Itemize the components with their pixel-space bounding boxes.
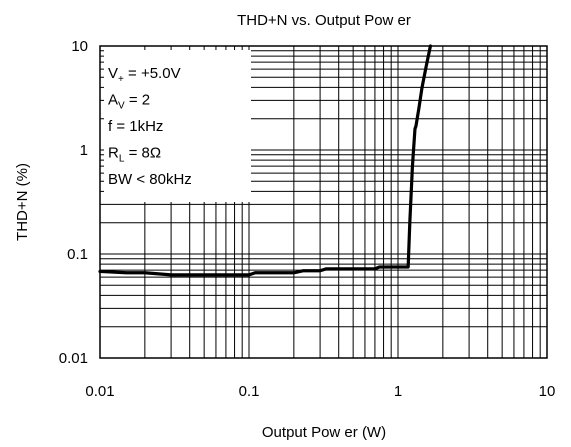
annotation-text: V+ = +5.0V AV = 2 f = 1kHz RL = 8Ω BW < 80kH… (108, 65, 192, 188)
y-tick-label: 0.1 (67, 246, 88, 263)
y-tick-labels: 0.01 0.1 1 10 (59, 38, 88, 367)
chart-title: THD+N vs. Output Pow er (237, 12, 411, 29)
y-axis-label: THD+N (%) (14, 163, 31, 241)
x-tick-labels: 0.01 0.1 1 10 (85, 383, 555, 400)
x-tick-label: 0.01 (85, 383, 114, 400)
series-line (98, 44, 433, 277)
x-tick-label: 0.1 (239, 383, 260, 400)
annotation-line: V+ = +5.0V (108, 65, 181, 85)
series-layer (98, 44, 433, 277)
x-tick-label: 10 (539, 383, 556, 400)
plot-frame (99, 45, 548, 359)
y-tick-label: 1 (80, 142, 88, 159)
annotation-line: f = 1kHz (108, 118, 163, 135)
annotation-line: BW < 80kHz (108, 171, 192, 188)
x-tick-label: 1 (394, 383, 402, 400)
y-tick-label: 0.01 (59, 350, 88, 367)
annotation-line: RL = 8Ω (108, 145, 161, 165)
annotation-box (104, 50, 251, 202)
x-axis-label: Output Pow er (W) (262, 424, 386, 441)
y-tick-label: 10 (71, 38, 88, 55)
annotation-line: AV = 2 (108, 92, 150, 112)
